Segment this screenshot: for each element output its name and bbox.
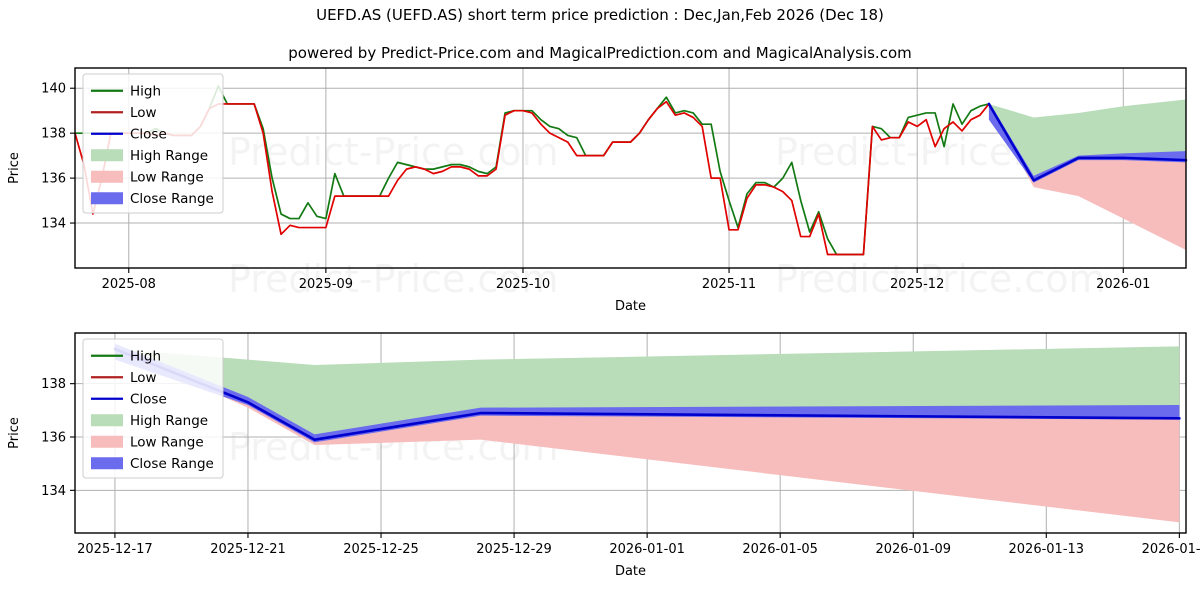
chart-legend: High Low Close High Range Low Range Close Ran… [82, 338, 224, 479]
page-subtitle: powered by Predict-Price.com and Magical… [288, 44, 912, 62]
x-axis-label: Date [615, 564, 646, 579]
chart-legend: High Low Close High Range Low Range Close Ran… [82, 73, 224, 214]
band-low-range [114, 349, 1180, 523]
range-bands [988, 99, 1186, 251]
svg-text:Predict-Price.com: Predict-Price.com [775, 257, 1106, 301]
legend-label: Close [130, 392, 167, 408]
legend-label: Close [130, 127, 167, 143]
price-history-chart: Predict-Price.com Predict-Price.com Predic… [7, 67, 1188, 310]
x-tick-label: 2026-01-17 [1142, 542, 1200, 557]
range-bands [114, 343, 1180, 523]
band-close-range [114, 343, 1180, 443]
legend-label: Close Range [130, 456, 214, 472]
plot-frame [74, 67, 1187, 269]
x-tick-label: 2025-08 [102, 277, 156, 292]
band-high-range [114, 346, 1180, 440]
band-low-range [988, 103, 1186, 251]
y-tick-label: 140 [41, 82, 66, 97]
legend-label: High [130, 349, 161, 365]
y-tick-label: 138 [41, 377, 66, 392]
legend-item-close-range: Close Range [91, 191, 214, 207]
x-tick-label: 2026-01 [1096, 277, 1150, 292]
legend-item-low-range: Low Range [91, 170, 204, 186]
x-tick-label: 2025-12-17 [77, 542, 153, 557]
svg-text:Predict-Price.com: Predict-Price.com [228, 257, 559, 301]
x-axis: 2025-08 2025-09 2025-10 2025-11 2025-12 2026-… [102, 268, 1150, 292]
legend-item-high-range: High Range [91, 148, 208, 164]
x-tick-label: 2026-01-09 [875, 542, 951, 557]
x-tick-label: 2025-12 [890, 277, 944, 292]
legend-label: Close Range [130, 191, 214, 207]
x-tick-label: 2025-09 [299, 277, 353, 292]
legend-item-close: Close [91, 392, 167, 408]
x-tick-label: 2025-12-25 [343, 542, 419, 557]
x-tick-label: 2025-12-21 [210, 542, 286, 557]
legend-label: Low Range [130, 435, 204, 451]
legend-label: High Range [130, 413, 208, 429]
page-title: UEFD.AS (UEFD.AS) short term price predi… [316, 6, 884, 24]
y-tick-label: 136 [41, 431, 66, 446]
x-tick-label: 2025-10 [496, 277, 550, 292]
y-tick-label: 134 [41, 484, 66, 499]
series-close [987, 102, 1188, 182]
legend-item-high: High [91, 84, 161, 100]
x-tick-label: 2025-12-29 [476, 542, 552, 557]
y-axis: 134 136 138 140 [41, 82, 75, 232]
forecast-detail-chart: Predict-Price.comPredict-Price.com134136… [7, 332, 1200, 579]
legend-item-low-range: Low Range [91, 435, 204, 451]
legend-item-high-range: High Range [91, 413, 208, 429]
y-tick-label: 136 [41, 172, 66, 187]
x-axis-label: Date [615, 299, 646, 310]
x-tick-label: 2026-01-05 [742, 542, 818, 557]
series-lines [74, 85, 1188, 256]
y-axis-label: Price [7, 152, 22, 184]
plot-frame [74, 332, 1187, 534]
legend-item-close-range: Close Range [91, 456, 214, 472]
x-tick-label: 2026-01-13 [1009, 542, 1085, 557]
y-axis: 134 136 138 [41, 377, 75, 499]
x-axis: 2025-12-17 2025-12-21 2025-12-25 2025-12-29… [77, 533, 1200, 557]
y-tick-label: 134 [41, 217, 66, 232]
legend-label: Low Range [130, 170, 204, 186]
band-high-range [988, 99, 1186, 181]
legend-item-close: Close [91, 127, 167, 143]
legend-label: Low [130, 105, 157, 121]
legend-item-low: Low [91, 370, 157, 386]
x-tick-label: 2025-11 [702, 277, 756, 292]
x-tick-label: 2026-01-01 [609, 542, 685, 557]
series-low [74, 100, 990, 256]
watermark: Predict-Price.com Predict-Price.com Predic… [228, 130, 1106, 301]
legend-item-high: High [91, 349, 161, 365]
legend-label: High [130, 84, 161, 100]
legend-item-low: Low [91, 105, 157, 121]
y-axis-label: Price [7, 417, 22, 449]
legend-label: Low [130, 370, 157, 386]
legend-label: High Range [130, 148, 208, 164]
y-tick-label: 138 [41, 127, 66, 142]
svg-text:Predict-Price.com: Predict-Price.com [228, 130, 559, 174]
